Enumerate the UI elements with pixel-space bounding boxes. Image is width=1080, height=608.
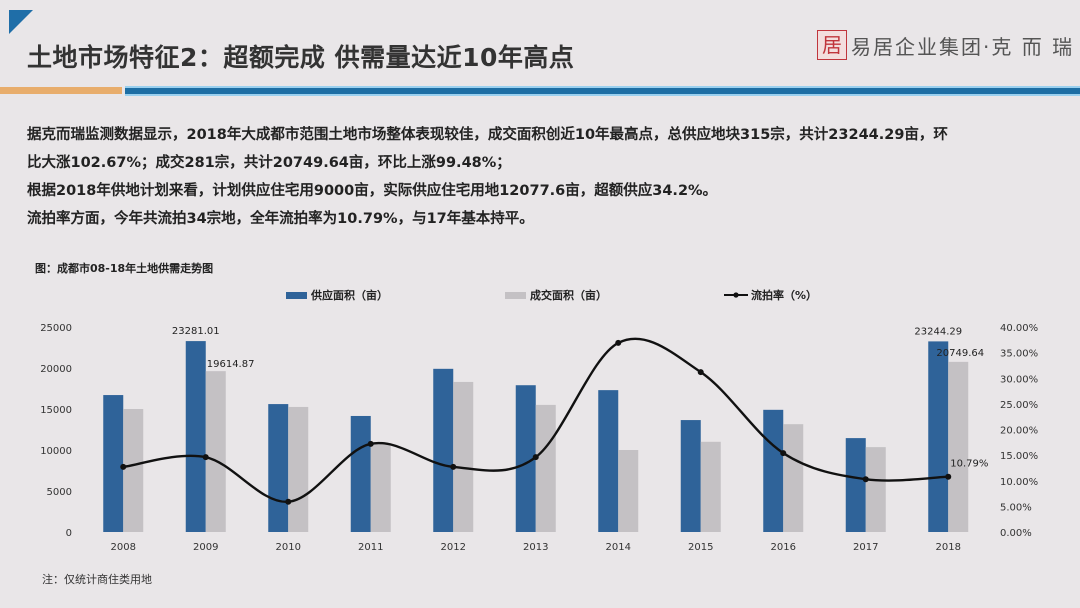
figure-title: 图：成都市08-18年土地供需走势图 bbox=[35, 262, 214, 275]
legend-item-supply: 供应面积（亩） bbox=[286, 287, 388, 303]
x-tick-label: 2018 bbox=[936, 542, 961, 553]
figure-note: 注：仅统计商住类用地 bbox=[42, 573, 152, 586]
x-tick-label: 2015 bbox=[688, 542, 713, 553]
bar-supply bbox=[598, 390, 619, 532]
header-divider-orange bbox=[0, 87, 122, 94]
y-tick-label: 25000 bbox=[40, 323, 72, 334]
bars bbox=[103, 341, 969, 532]
corner-accent bbox=[9, 10, 33, 34]
bar-deal bbox=[453, 381, 474, 532]
bar-supply bbox=[680, 420, 701, 532]
bar-deal bbox=[123, 409, 144, 532]
bar-supply bbox=[185, 341, 206, 532]
y-tick-label: 20000 bbox=[40, 364, 72, 375]
legend-label: 流拍率（%） bbox=[751, 289, 818, 302]
rate-marker bbox=[202, 454, 209, 461]
bar-supply bbox=[928, 341, 949, 532]
bar-supply bbox=[515, 385, 536, 532]
data-label: 19614.87 bbox=[207, 359, 255, 370]
bar-deal bbox=[288, 406, 309, 532]
y-tick-label: 15000 bbox=[40, 405, 72, 416]
bar-supply bbox=[103, 395, 124, 532]
bar-supply bbox=[845, 438, 866, 532]
rate-marker bbox=[367, 440, 374, 447]
seal-icon: 居 bbox=[817, 30, 847, 60]
summary-line: 根据2018年供地计划来看，计划供应住宅用9000亩，实际供应住宅用地12077… bbox=[27, 183, 718, 199]
y-tick-label: 0 bbox=[66, 528, 72, 539]
x-tick-label: 2009 bbox=[193, 542, 218, 553]
y2-tick-label: 0.00% bbox=[1000, 528, 1032, 539]
rate-marker bbox=[450, 463, 457, 470]
x-tick-label: 2011 bbox=[358, 542, 383, 553]
legend-item-rate: 流拍率（%） bbox=[724, 287, 817, 303]
legend-swatch-deal bbox=[505, 291, 526, 299]
x-axis: 2008 2009 2010 2011 2012 2013 2014 2015 2016 2017… bbox=[111, 542, 961, 553]
summary-line: 比大涨102.67%；成交281宗，共计20749.64亩，环比上涨99.48%… bbox=[27, 155, 511, 171]
bar-supply bbox=[763, 409, 784, 532]
x-tick-label: 2010 bbox=[276, 542, 301, 553]
rate-marker bbox=[615, 339, 622, 346]
y2-tick-label: 25.00% bbox=[1000, 400, 1038, 411]
bar-deal bbox=[535, 404, 556, 532]
summary-text: 据克而瑞监测数据显示，2018年大成都市范围土地市场整体表现较佳，成交面积创近1… bbox=[27, 121, 1057, 233]
y-axis-right: 0.00% 5.00% 10.00% 15.00% 20.00% 25.00% 30.00%… bbox=[1000, 323, 1038, 539]
logo-text: 易居企业集团·克 而 瑞 bbox=[851, 34, 1075, 59]
bar-supply bbox=[268, 404, 289, 532]
rate-line-path bbox=[123, 337, 949, 503]
bar-deal bbox=[865, 447, 886, 532]
data-label: 23244.29 bbox=[914, 326, 962, 337]
x-tick-label: 2013 bbox=[523, 542, 548, 553]
legend-label: 供应面积（亩） bbox=[311, 289, 388, 302]
y2-tick-label: 30.00% bbox=[1000, 374, 1038, 385]
rate-marker bbox=[120, 463, 127, 470]
bar-deal bbox=[618, 450, 639, 532]
data-label: 23281.01 bbox=[172, 326, 220, 337]
y2-tick-label: 5.00% bbox=[1000, 502, 1032, 513]
data-labels: 23281.01 19614.87 23244.29 20749.64 10.79% bbox=[172, 326, 989, 470]
bar-supply bbox=[433, 368, 454, 532]
bar-deal bbox=[700, 441, 721, 532]
y2-tick-label: 40.00% bbox=[1000, 323, 1038, 334]
y2-tick-label: 15.00% bbox=[1000, 451, 1038, 462]
y-axis-left: 0 5000 10000 15000 20000 25000 bbox=[40, 323, 72, 539]
y-tick-label: 5000 bbox=[47, 487, 72, 498]
y2-tick-label: 10.00% bbox=[1000, 477, 1038, 488]
legend-item-deal: 成交面积（亩） bbox=[505, 287, 607, 303]
rate-marker bbox=[285, 498, 292, 505]
company-logo: 居 易居企业集团·克 而 瑞 bbox=[817, 30, 1074, 60]
legend-label: 成交面积（亩） bbox=[530, 289, 607, 302]
bar-deal bbox=[783, 424, 804, 532]
bar-deal bbox=[205, 371, 226, 532]
rate-marker bbox=[862, 476, 869, 483]
y2-tick-label: 20.00% bbox=[1000, 426, 1038, 437]
summary-line: 据克而瑞监测数据显示，2018年大成都市范围土地市场整体表现较佳，成交面积创近1… bbox=[27, 127, 948, 143]
x-tick-label: 2016 bbox=[771, 542, 796, 553]
data-label: 20749.64 bbox=[936, 348, 984, 359]
bar-deal bbox=[370, 443, 391, 532]
legend-swatch-supply bbox=[286, 291, 307, 299]
x-tick-label: 2017 bbox=[853, 542, 878, 553]
rate-marker bbox=[780, 450, 787, 457]
page-title: 土地市场特征2：超额完成 供需量达近10年高点 bbox=[27, 43, 575, 72]
x-tick-label: 2014 bbox=[606, 542, 631, 553]
bar-deal bbox=[948, 361, 969, 532]
bar-supply bbox=[350, 415, 371, 532]
rate-line bbox=[120, 337, 952, 505]
data-label: 10.79% bbox=[950, 459, 988, 470]
x-tick-label: 2008 bbox=[111, 542, 136, 553]
header-divider-orange-slant bbox=[116, 87, 122, 94]
x-tick-label: 2012 bbox=[441, 542, 466, 553]
legend-line-marker-icon bbox=[724, 292, 748, 298]
summary-line: 流拍率方面，今年共流拍34宗地，全年流拍率为10.79%，与17年基本持平。 bbox=[27, 211, 534, 227]
y-tick-label: 10000 bbox=[40, 446, 72, 457]
rate-marker bbox=[945, 473, 952, 480]
rate-marker bbox=[532, 454, 539, 461]
header-divider-blue bbox=[125, 86, 1080, 96]
y2-tick-label: 35.00% bbox=[1000, 349, 1038, 360]
rate-marker bbox=[697, 369, 704, 376]
